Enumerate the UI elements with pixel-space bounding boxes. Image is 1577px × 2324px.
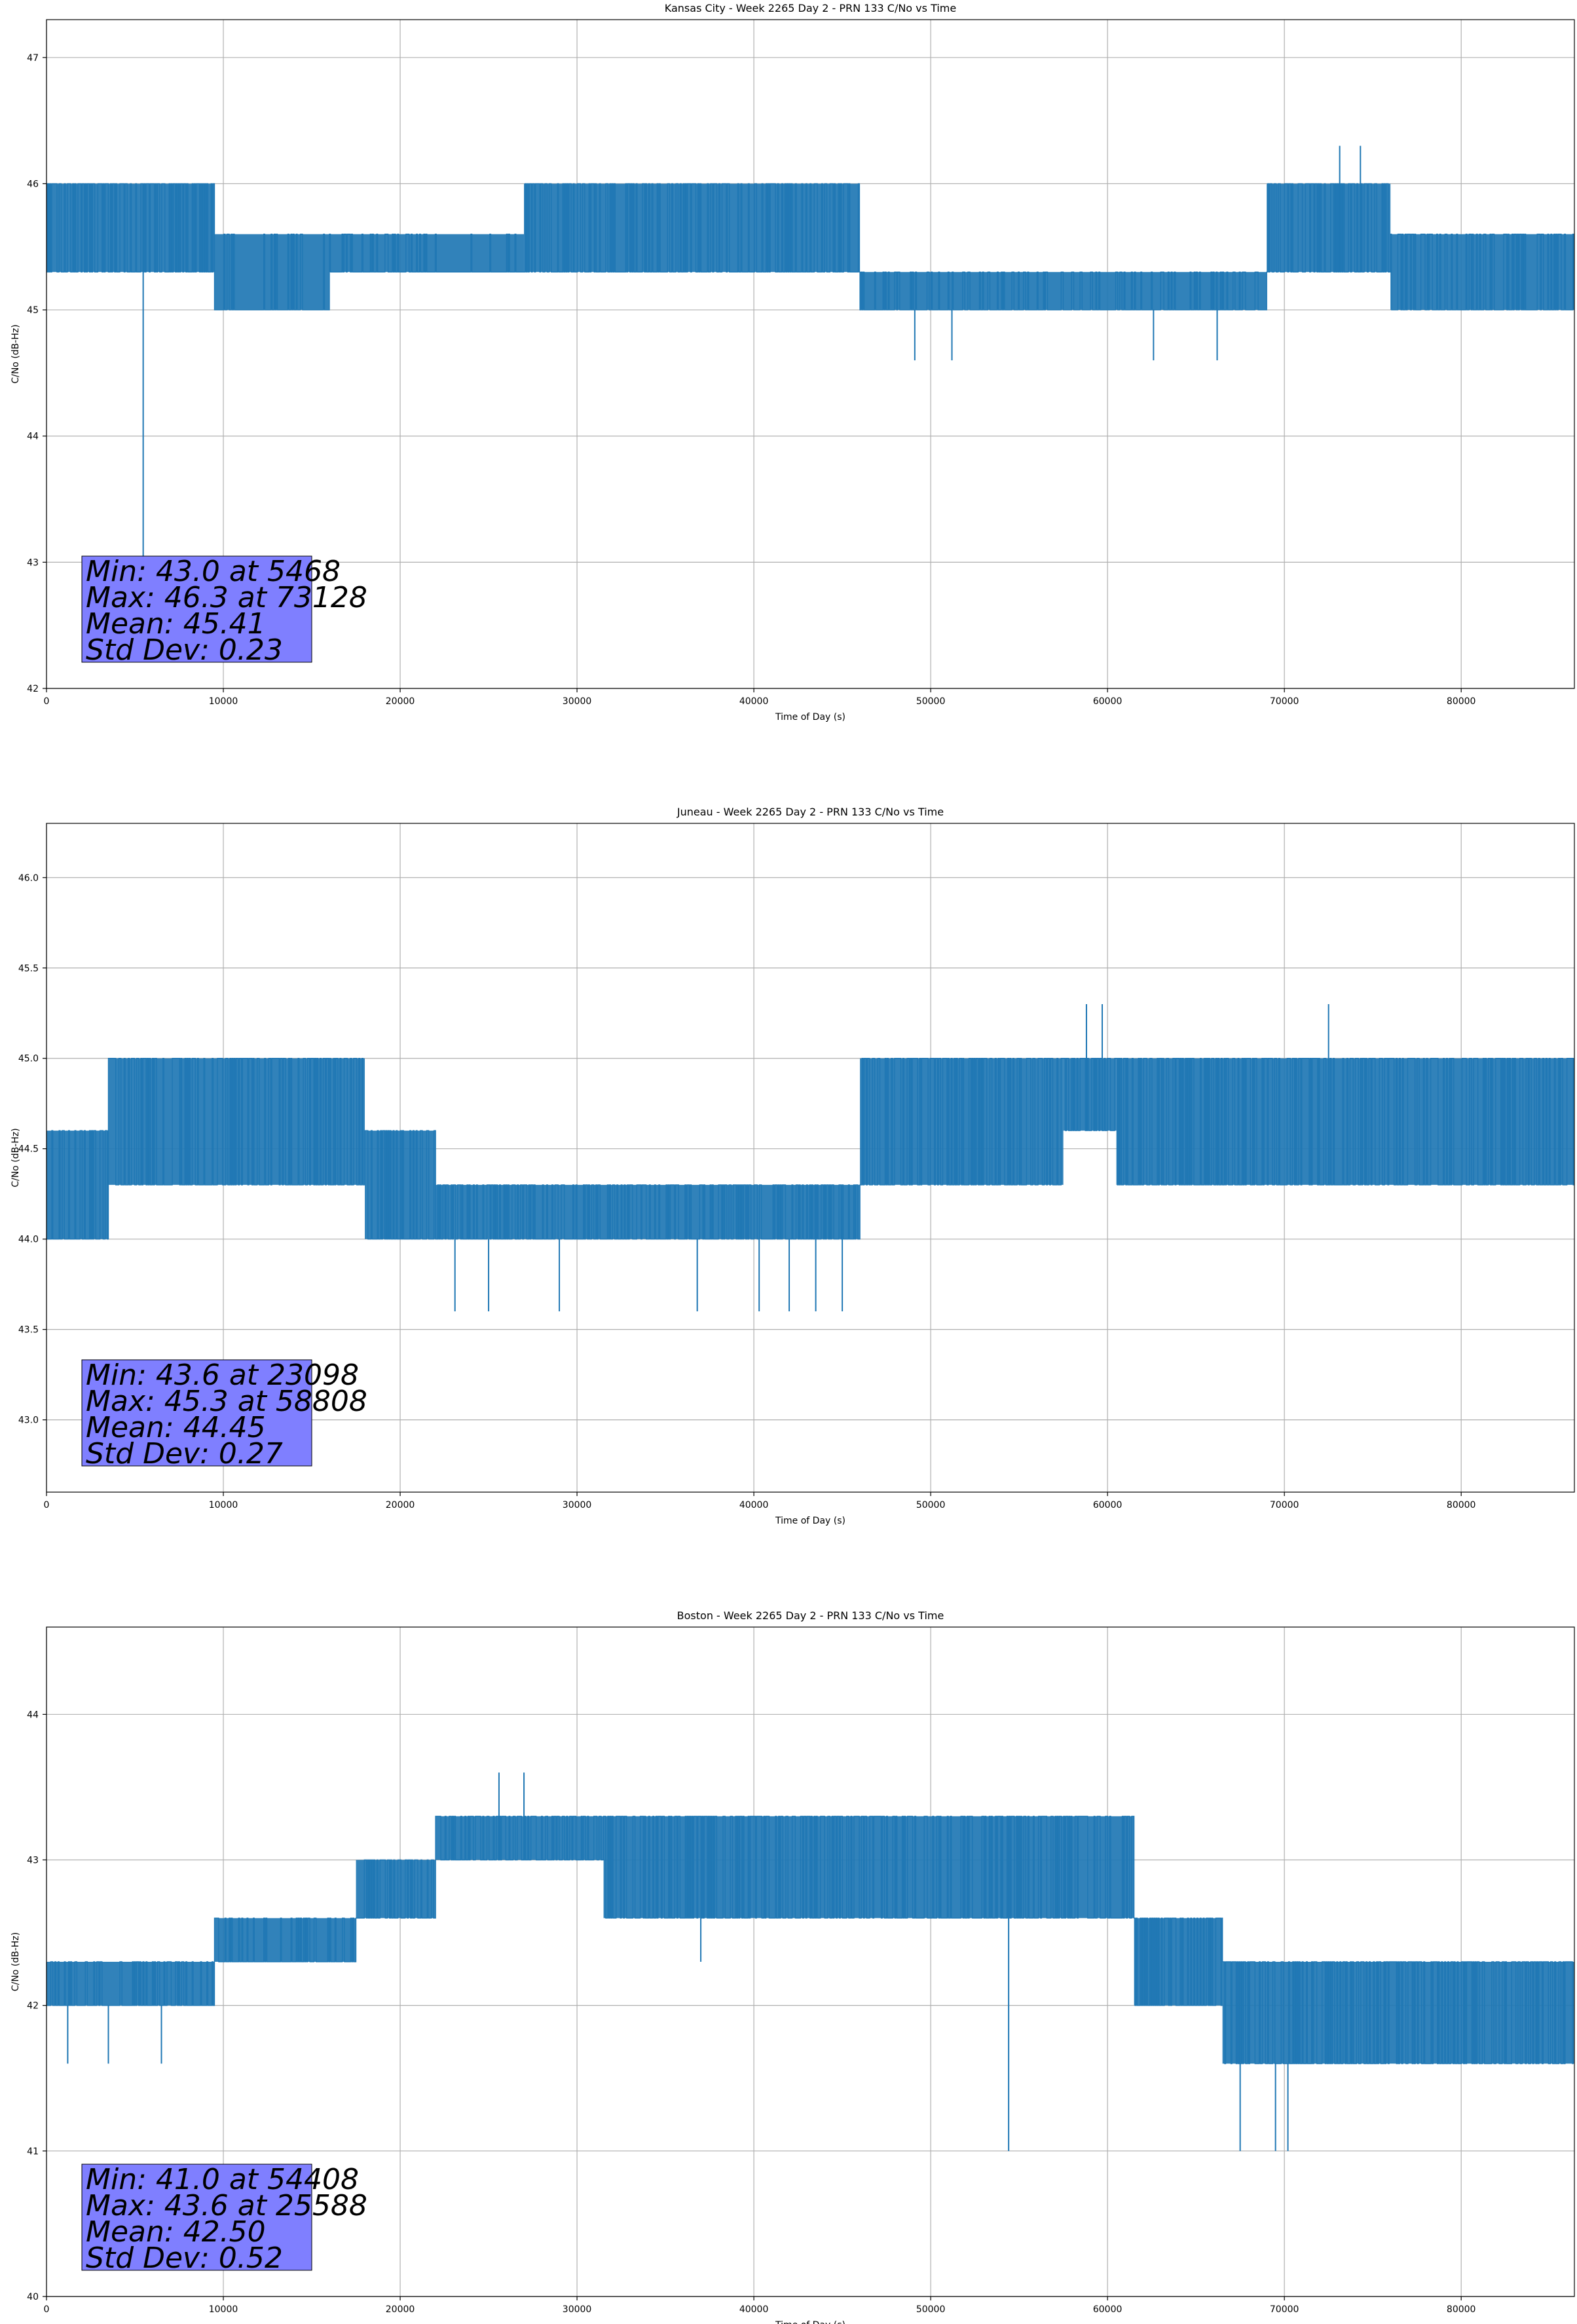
y-tick-label: 43.5: [18, 1325, 39, 1336]
x-tick-label: 70000: [1270, 2304, 1299, 2315]
x-tick-label: 20000: [386, 1500, 415, 1510]
y-tick-label: 43: [27, 557, 39, 568]
y-tick-label: 47: [27, 53, 39, 64]
y-tick-label: 42: [27, 684, 39, 694]
data-series: [46, 1772, 1574, 2151]
y-tick-label: 45.0: [18, 1054, 39, 1064]
data-band: [214, 1918, 356, 1962]
x-tick-label: 10000: [209, 696, 238, 707]
y-axis-label: C/No (dB-Hz): [10, 324, 21, 383]
x-tick-label: 70000: [1270, 696, 1299, 707]
y-tick-label: 46.0: [18, 873, 39, 884]
stats-line: Min: 41.0 at 54408: [86, 2163, 359, 2196]
stats-line: Mean: 42.50: [86, 2215, 266, 2249]
chart-panel-3: Boston - Week 2265 Day 2 - PRN 133 C/No …: [10, 1609, 1575, 2324]
x-tick-label: 0: [44, 696, 50, 707]
stats-line: Max: 43.6 at 25588: [86, 2189, 367, 2222]
y-tick-label: 46: [27, 179, 39, 189]
stats-line: Max: 46.3 at 73128: [86, 581, 367, 614]
x-tick-label: 0: [44, 1500, 50, 1510]
stats-line: Std Dev: 0.27: [86, 1437, 283, 1471]
x-axis-label: Time of Day (s): [775, 712, 845, 722]
x-tick-label: 30000: [563, 1500, 592, 1510]
x-tick-label: 20000: [386, 2304, 415, 2315]
y-tick-label: 44: [27, 432, 39, 442]
y-tick-label: 45: [27, 305, 39, 316]
x-tick-label: 10000: [209, 2304, 238, 2315]
stats-line: Min: 43.0 at 5468: [86, 555, 341, 588]
data-band: [1134, 1918, 1223, 2006]
y-tick-label: 44.5: [18, 1144, 39, 1155]
axes-frame: [46, 19, 1575, 689]
stats-box: [81, 555, 312, 663]
y-tick-label: 44: [27, 1710, 39, 1720]
x-tick-label: 30000: [563, 696, 592, 707]
chart-title: Boston - Week 2265 Day 2 - PRN 133 C/No …: [677, 1609, 944, 1622]
stats-line: Mean: 45.41: [86, 607, 266, 641]
x-tick-label: 40000: [739, 696, 769, 707]
y-tick-label: 45.5: [18, 964, 39, 974]
x-tick-label: 30000: [563, 2304, 592, 2315]
y-tick-label: 41: [27, 2146, 39, 2157]
y-axis-label: C/No (dB-Hz): [10, 1128, 21, 1187]
y-axis-label: C/No (dB-Hz): [10, 1932, 21, 1991]
stats-box: [81, 1359, 312, 1467]
x-tick-label: 60000: [1093, 2304, 1122, 2315]
x-axis-label: Time of Day (s): [775, 2320, 845, 2324]
axes-frame: [46, 1626, 1575, 2297]
data-band: [1116, 1058, 1574, 1185]
data-band: [1390, 234, 1574, 310]
x-tick-label: 50000: [916, 696, 946, 707]
x-tick-label: 80000: [1447, 696, 1476, 707]
chart-title: Kansas City - Week 2265 Day 2 - PRN 133 …: [665, 2, 956, 14]
x-axis-label: Time of Day (s): [775, 1516, 845, 1526]
y-tick-label: 43.0: [18, 1415, 39, 1426]
data-series: [46, 1003, 1574, 1312]
x-tick-label: 10000: [209, 1500, 238, 1510]
data-series: [46, 145, 1574, 563]
y-tick-label: 43: [27, 1855, 39, 1865]
axes-frame: [46, 823, 1575, 1493]
chart-panel-2: Juneau - Week 2265 Day 2 - PRN 133 C/No …: [10, 806, 1575, 1526]
data-band: [603, 1816, 1134, 1919]
chart-title: Juneau - Week 2265 Day 2 - PRN 133 C/No …: [677, 806, 944, 818]
x-tick-label: 20000: [386, 696, 415, 707]
data-band: [46, 1131, 109, 1239]
data-line: [46, 1816, 1574, 2065]
y-tick-label: 40: [27, 2292, 39, 2302]
stats-line: Mean: 44.45: [86, 1411, 266, 1444]
stats-line: Max: 45.3 at 58808: [86, 1385, 367, 1418]
chart-panel-1: Kansas City - Week 2265 Day 2 - PRN 133 …: [10, 2, 1575, 722]
data-line: [46, 183, 1574, 310]
x-tick-label: 50000: [916, 2304, 946, 2315]
x-tick-label: 60000: [1093, 696, 1122, 707]
stats-line: Std Dev: 0.52: [86, 2241, 283, 2275]
stats-line: Std Dev: 0.23: [86, 633, 283, 667]
stats-box: [81, 2164, 312, 2271]
x-tick-label: 40000: [739, 1500, 769, 1510]
x-tick-label: 70000: [1270, 1500, 1299, 1510]
x-tick-label: 0: [44, 2304, 50, 2315]
y-tick-label: 44.0: [18, 1235, 39, 1245]
data-line: [46, 1058, 1574, 1240]
x-tick-label: 80000: [1447, 1500, 1476, 1510]
data-band: [436, 1184, 861, 1239]
x-tick-label: 80000: [1447, 2304, 1476, 2315]
x-tick-label: 50000: [916, 1500, 946, 1510]
x-tick-label: 40000: [739, 2304, 769, 2315]
x-tick-label: 60000: [1093, 1500, 1122, 1510]
y-tick-label: 42: [27, 2001, 39, 2012]
stats-line: Min: 43.6 at 23098: [86, 1359, 359, 1392]
